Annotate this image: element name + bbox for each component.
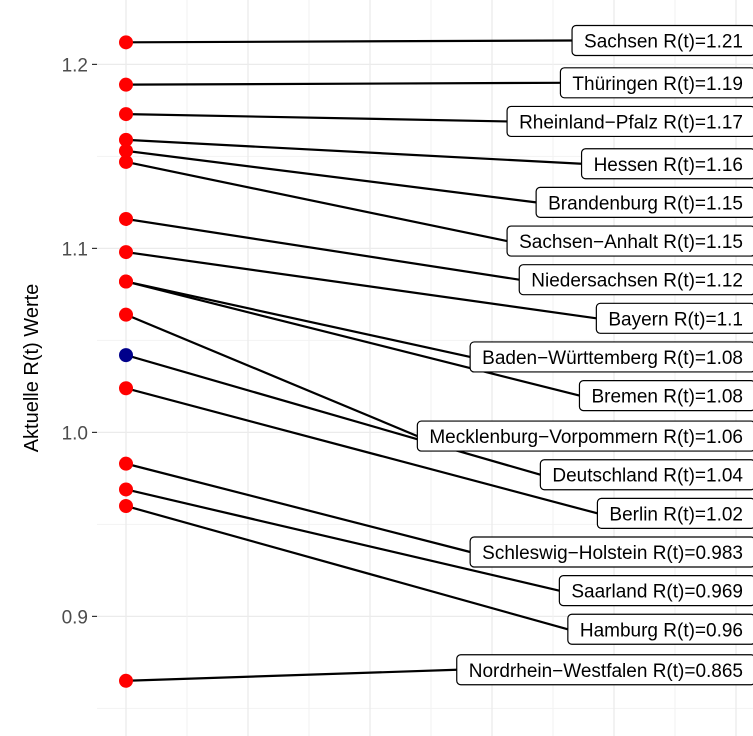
label-box — [567, 613, 753, 645]
label-connector — [125, 81, 561, 86]
label-connector — [125, 504, 569, 631]
label-connector — [125, 112, 508, 123]
label-box — [456, 654, 753, 686]
point-labels: Sachsen R(t)=1.21 Thüringen R(t)=1.19 Rhei… — [416, 24, 753, 686]
point-label: Thüringen R(t)=1.19 — [559, 67, 753, 99]
point-label: Sachsen R(t)=1.21 — [571, 24, 753, 57]
data-point — [119, 456, 133, 471]
label-connector — [125, 39, 573, 44]
point-label: Nordrhein−Westfalen R(t)=0.865 — [456, 654, 753, 686]
point-label: Deutschland R(t)=1.04 — [539, 459, 753, 491]
point-label: Hamburg R(t)=0.96 — [567, 613, 753, 645]
label-text: Nordrhein−Westfalen R(t)=0.865 — [469, 661, 743, 682]
data-point — [119, 154, 133, 169]
label-connector — [125, 217, 520, 281]
point-label: Hessen R(t)=1.16 — [580, 148, 753, 180]
point-label: Sachsen−Anhalt R(t)=1.15 — [506, 225, 753, 257]
label-text: Berlin R(t)=1.02 — [609, 504, 743, 525]
y-tick-label: 1.2 — [62, 55, 88, 76]
label-text: Schleswig−Holstein R(t)=0.983 — [482, 543, 743, 564]
label-box — [535, 186, 753, 218]
point-label: Berlin R(t)=1.02 — [596, 497, 753, 529]
label-text: Bayern R(t)=1.1 — [608, 309, 743, 330]
label-box — [558, 575, 753, 607]
y-tick-label: 0.9 — [62, 607, 88, 628]
label-text: Hessen R(t)=1.16 — [594, 155, 743, 176]
label-text: Sachsen−Anhalt R(t)=1.15 — [519, 232, 743, 253]
point-label: Mecklenburg−Vorpommern R(t)=1.06 — [416, 420, 753, 452]
label-connector — [125, 280, 471, 359]
point-label: Schleswig−Holstein R(t)=0.983 — [469, 536, 753, 568]
label-text: Sachsen R(t)=1.21 — [584, 31, 743, 52]
label-connector — [125, 138, 582, 165]
label-connector — [125, 462, 471, 554]
data-point — [119, 35, 133, 50]
point-label: Baden−Württemberg R(t)=1.08 — [469, 341, 753, 373]
data-point — [119, 274, 133, 289]
label-text: Baden−Württemberg R(t)=1.08 — [482, 348, 743, 369]
label-connectors — [125, 39, 598, 682]
data-point — [119, 143, 133, 158]
data-point — [119, 107, 133, 122]
label-text: Thüringen R(t)=1.19 — [572, 74, 743, 95]
label-connector — [125, 488, 560, 592]
data-point — [119, 482, 133, 497]
label-box — [506, 105, 753, 138]
data-point — [119, 381, 133, 396]
label-box — [539, 459, 753, 491]
label-box — [559, 67, 753, 99]
y-axis: 0.9 1.0 1.1 1.2 — [62, 55, 97, 628]
label-text: Rheinland−Pfalz R(t)=1.17 — [519, 112, 743, 133]
point-label: Rheinland−Pfalz R(t)=1.17 — [506, 105, 753, 138]
point-label: Bremen R(t)=1.08 — [578, 380, 753, 412]
y-tick-label: 1.0 — [62, 423, 88, 444]
label-connector — [125, 354, 541, 476]
data-point — [119, 348, 133, 363]
label-text: Brandenburg R(t)=1.15 — [548, 193, 743, 214]
label-text: Mecklenburg−Vorpommern R(t)=1.06 — [429, 427, 743, 448]
data-point — [119, 673, 133, 688]
point-label: Bayern R(t)=1.1 — [595, 302, 753, 334]
label-connector — [125, 387, 598, 515]
data-point — [119, 132, 133, 147]
data-points — [119, 35, 133, 688]
label-connector — [125, 160, 508, 243]
data-point — [119, 211, 133, 226]
label-box — [469, 341, 753, 373]
y-axis-title: Aktuelle R(t) Werte — [21, 284, 43, 453]
label-box — [578, 380, 753, 412]
label-text: Niedersachsen R(t)=1.12 — [531, 271, 743, 292]
label-box — [580, 148, 753, 180]
label-box — [595, 302, 753, 334]
label-text: Deutschland R(t)=1.04 — [552, 466, 743, 487]
label-connector — [125, 313, 418, 438]
data-point — [119, 307, 133, 322]
label-box — [518, 264, 753, 296]
label-connector — [125, 250, 597, 320]
label-connector — [125, 280, 580, 397]
label-connector — [125, 668, 457, 682]
data-point — [119, 245, 133, 260]
data-point — [119, 499, 133, 513]
label-box — [596, 497, 753, 529]
label-connector — [125, 149, 537, 204]
y-tick-label: 1.1 — [62, 239, 88, 260]
label-box — [506, 225, 753, 257]
label-box — [571, 24, 753, 57]
point-label: Brandenburg R(t)=1.15 — [535, 186, 753, 218]
data-point — [119, 77, 133, 92]
label-text: Saarland R(t)=0.969 — [571, 582, 743, 603]
label-box — [416, 420, 753, 452]
label-box — [469, 536, 753, 568]
point-label: Niedersachsen R(t)=1.12 — [518, 264, 753, 296]
point-label: Saarland R(t)=0.969 — [558, 575, 753, 607]
label-text: Hamburg R(t)=0.96 — [580, 620, 743, 641]
label-text: Bremen R(t)=1.08 — [591, 387, 743, 408]
